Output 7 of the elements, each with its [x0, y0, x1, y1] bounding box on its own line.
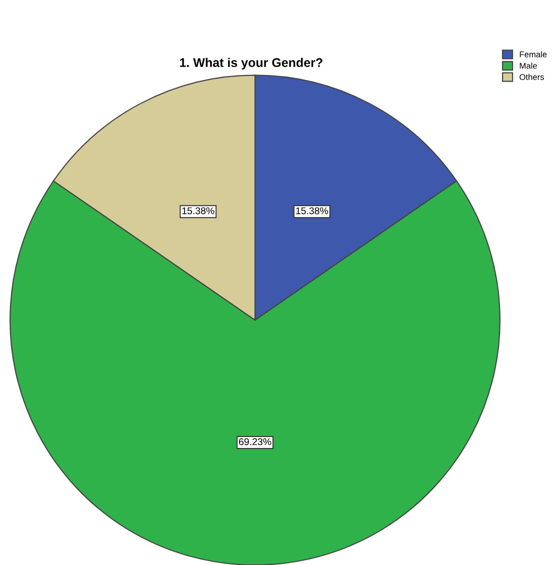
data-label: 15.38%: [296, 207, 328, 214]
legend-label: Male: [520, 62, 537, 69]
legend-label: Female: [520, 51, 547, 58]
text: 1. What is your Gender?: [180, 58, 322, 70]
data-label: 15.38%: [182, 207, 214, 214]
data-label: 69.23%: [239, 438, 272, 446]
legend-label: Others: [520, 74, 544, 80]
